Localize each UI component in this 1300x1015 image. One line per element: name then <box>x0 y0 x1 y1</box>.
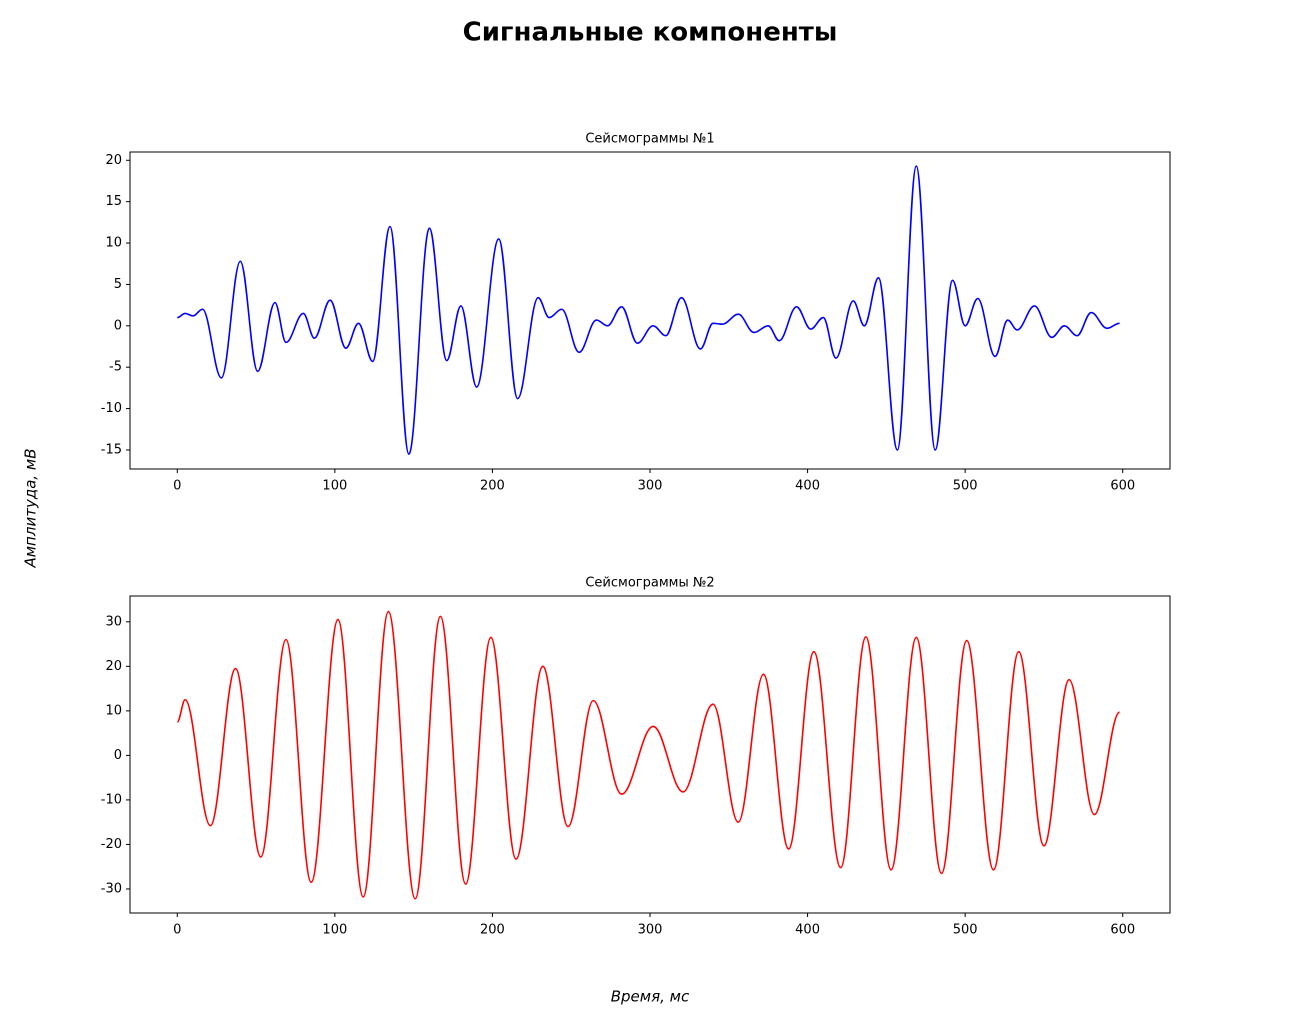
y-tick-label: 5 <box>114 277 122 292</box>
x-tick-label: 200 <box>480 479 505 494</box>
y-axis-label: Амплитуда, мВ <box>22 448 40 568</box>
x-tick-label: 0 <box>173 923 181 938</box>
x-axis-label: Время, мс <box>611 988 690 1006</box>
line-series <box>177 165 1120 455</box>
y-tick-label: -10 <box>101 792 122 807</box>
x-tick-label: 400 <box>795 923 820 938</box>
axes-frame <box>129 595 1171 914</box>
x-tick-label: 300 <box>638 479 663 494</box>
y-tick-label: -10 <box>101 401 122 416</box>
x-tick-label: 600 <box>1110 923 1135 938</box>
subplot-title: Сейсмограммы №2 <box>585 576 714 591</box>
y-tick-label: -30 <box>101 881 122 896</box>
y-tick-label: 15 <box>105 194 122 209</box>
y-tick-label: 30 <box>105 614 122 629</box>
x-tick-label: 100 <box>322 923 347 938</box>
y-tick-label: 10 <box>105 703 122 718</box>
x-tick-label: 100 <box>322 479 347 494</box>
x-tick-label: 300 <box>638 923 663 938</box>
x-tick-label: 200 <box>480 923 505 938</box>
x-tick-label: 500 <box>953 923 978 938</box>
y-tick-label: -5 <box>109 360 122 375</box>
axes-frame <box>129 151 1171 470</box>
y-tick-label: 20 <box>105 153 122 168</box>
y-tick-label: 0 <box>114 318 122 333</box>
y-tick-label: 20 <box>105 659 122 674</box>
y-tick-label: 10 <box>105 236 122 251</box>
x-tick-label: 400 <box>795 479 820 494</box>
figure-title: Сигнальные компоненты <box>463 18 838 48</box>
x-tick-label: 600 <box>1110 479 1135 494</box>
y-tick-label: -20 <box>101 837 122 852</box>
x-tick-label: 0 <box>173 479 181 494</box>
y-tick-label: 0 <box>114 748 122 763</box>
y-tick-label: -15 <box>101 442 122 457</box>
line-series <box>176 610 1121 900</box>
subplot-title: Сейсмограммы №1 <box>585 132 714 147</box>
x-tick-label: 500 <box>953 479 978 494</box>
